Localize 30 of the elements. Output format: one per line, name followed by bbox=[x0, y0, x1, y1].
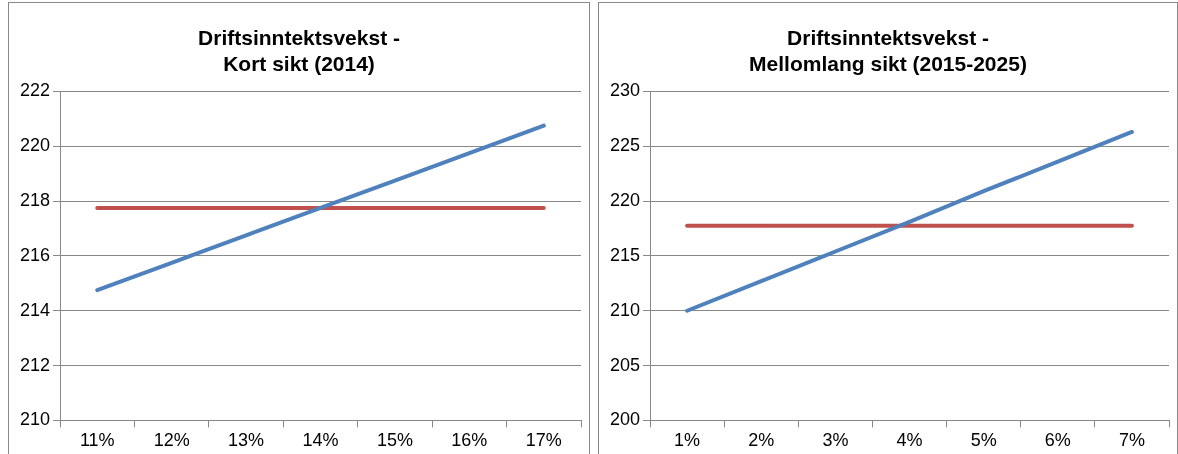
x-tick-label: 12% bbox=[153, 430, 190, 451]
y-tick-label: 205 bbox=[609, 354, 641, 375]
y-tick-label: 220 bbox=[609, 190, 641, 211]
y-tick-label: 222 bbox=[19, 80, 51, 101]
y-tick-label: 216 bbox=[19, 244, 51, 265]
x-tick-label: 5% bbox=[970, 430, 997, 451]
y-tick-label: 200 bbox=[609, 409, 641, 430]
x-tick-label: 17% bbox=[525, 430, 562, 451]
y-tick-label: 212 bbox=[19, 354, 51, 375]
x-tick-label: 3% bbox=[822, 430, 849, 451]
y-tick-label: 210 bbox=[19, 409, 51, 430]
y-tick-label: 225 bbox=[609, 135, 641, 156]
y-tick-label: 230 bbox=[609, 80, 641, 101]
y-tick-label: 220 bbox=[19, 135, 51, 156]
x-tick-label: 13% bbox=[228, 430, 265, 451]
x-tick-label: 7% bbox=[1118, 430, 1145, 451]
x-tick-label: 14% bbox=[302, 430, 339, 451]
x-tick-label: 2% bbox=[748, 430, 775, 451]
x-tick-label: 16% bbox=[451, 430, 488, 451]
x-tick-label: 11% bbox=[79, 430, 115, 451]
x-tick-label: 6% bbox=[1044, 430, 1071, 451]
x-tick-label: 15% bbox=[376, 430, 413, 451]
x-tick-label: 4% bbox=[896, 430, 923, 451]
y-tick-label: 215 bbox=[609, 244, 641, 265]
y-tick-label: 214 bbox=[19, 299, 51, 320]
x-tick-label: 1% bbox=[674, 430, 701, 451]
y-tick-label: 210 bbox=[609, 299, 641, 320]
y-tick-label: 218 bbox=[19, 190, 51, 211]
chart-title: Driftsinntektsvekst - Kort sikt (2014) bbox=[198, 26, 400, 75]
chart-title: Driftsinntektsvekst - Mellomlang sikt (2015-2025) bbox=[749, 26, 1027, 75]
